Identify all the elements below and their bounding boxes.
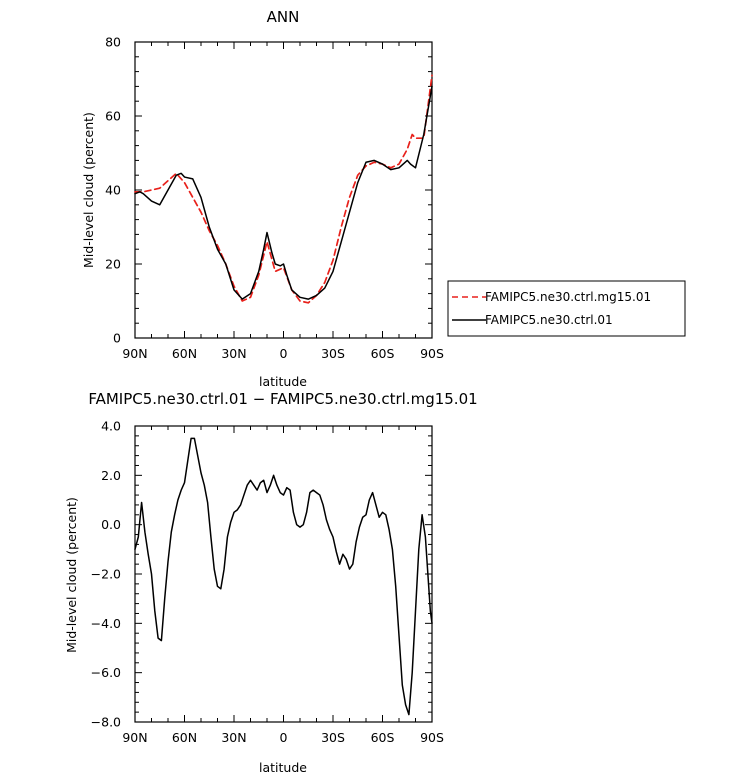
- bottom-y-axis-label: Mid-level cloud (percent): [64, 497, 79, 653]
- bottom-panel: FAMIPC5.ne30.ctrl.01 − FAMIPC5.ne30.ctrl…: [64, 390, 478, 775]
- top-panel: ANN 90N 60N 30N 0 30S 60S 90S 0 20 40 60 80 latitud…: [81, 8, 444, 389]
- top-series-line-1: [134, 85, 433, 300]
- bottom-series-line-0: [134, 437, 433, 716]
- bottom-plot-frame: [134, 425, 433, 723]
- bottom-y-tick-label: −4.0: [91, 616, 121, 631]
- top-x-tick-label: 60S: [371, 346, 395, 361]
- bottom-x-tick-label: 30N: [221, 730, 246, 745]
- bottom-y-tick-label: −2.0: [91, 567, 121, 582]
- bottom-x-axis-label: latitude: [259, 760, 307, 775]
- top-x-tick-label: 90S: [420, 346, 444, 361]
- top-x-tick-label: 90N: [122, 346, 147, 361]
- bottom-y-tick-label: 2.0: [101, 468, 121, 483]
- bottom-y-tick-label: −6.0: [91, 665, 121, 680]
- top-plot-frame: [134, 41, 433, 339]
- top-y-tick-label: 60: [105, 109, 121, 124]
- top-series-line-0: [134, 74, 433, 304]
- top-x-tick-label: 60N: [172, 346, 197, 361]
- top-y-tick-label: 40: [105, 183, 121, 198]
- top-chart-title: ANN: [267, 8, 300, 26]
- bottom-x-tick-label: 30S: [321, 730, 345, 745]
- top-y-tick-label: 20: [105, 257, 121, 272]
- top-y-tick-label: 80: [105, 35, 121, 50]
- bottom-y-tick-label: 0.0: [101, 517, 121, 532]
- bottom-x-tick-label: 60N: [172, 730, 197, 745]
- top-y-axis-label: Mid-level cloud (percent): [81, 112, 96, 268]
- bottom-chart-title: FAMIPC5.ne30.ctrl.01 − FAMIPC5.ne30.ctrl…: [88, 390, 477, 408]
- legend-label-mg15: FAMIPC5.ne30.ctrl.mg15.01: [485, 290, 651, 304]
- legend-box: [447, 280, 686, 337]
- top-x-tick-label: 0: [280, 346, 288, 361]
- legend: FAMIPC5.ne30.ctrl.mg15.01 FAMIPC5.ne30.c…: [447, 280, 686, 337]
- top-x-tick-label: 30N: [221, 346, 246, 361]
- top-x-tick-label: 30S: [321, 346, 345, 361]
- top-y-tick-label: 0: [113, 331, 121, 346]
- top-plot-area: 90N 60N 30N 0 30S 60S 90S 0 20 40 60 80: [105, 35, 444, 362]
- bottom-plot-area: 90N 60N 30N 0 30S 60S 90S 4.0 2.0 0.0 −2.0 −4.0 −6.0…: [91, 419, 444, 746]
- bottom-x-tick-label: 90S: [420, 730, 444, 745]
- bottom-y-tick-label: 4.0: [101, 419, 121, 434]
- top-x-axis-label: latitude: [259, 374, 307, 389]
- bottom-x-tick-label: 60S: [371, 730, 395, 745]
- legend-label-ctrl: FAMIPC5.ne30.ctrl.01: [485, 313, 613, 327]
- bottom-x-tick-label: 0: [280, 730, 288, 745]
- bottom-x-tick-label: 90N: [122, 730, 147, 745]
- bottom-y-tick-label: −8.0: [91, 715, 121, 730]
